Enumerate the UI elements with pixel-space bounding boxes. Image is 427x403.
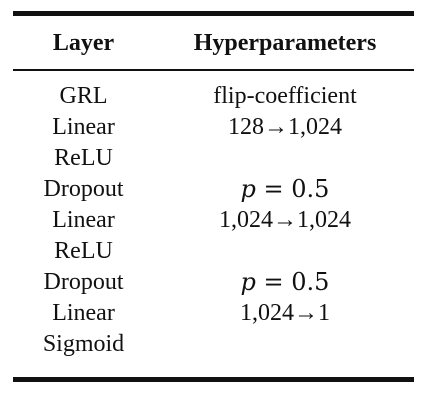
hyperparameter-cell <box>160 236 410 267</box>
layer-cell: GRL <box>59 83 108 109</box>
table-row: Dropout p = 0.5 <box>0 174 427 205</box>
layer-cell: ReLU <box>54 145 113 171</box>
hyperparameter-cell <box>160 143 410 174</box>
header-hyperparameters: Hyperparameters <box>193 30 377 56</box>
hyperparameter-cell: p = 0.5 <box>240 175 330 203</box>
hyperparameter-cell: p = 0.5 <box>240 268 330 296</box>
table-body: GRL flip-coefficient Linear 128→1,024 Re… <box>0 81 427 360</box>
header-layer: Layer <box>52 30 115 56</box>
table-row: Linear 1,024→1,024 <box>0 205 427 236</box>
bottom-rule <box>13 377 414 382</box>
layer-cell: Dropout <box>43 176 124 202</box>
top-rule <box>13 11 414 16</box>
layer-cell: Linear <box>52 207 115 233</box>
header-rule <box>13 69 414 71</box>
table-header: Layer Hyperparameters <box>0 26 427 60</box>
table-row: GRL flip-coefficient <box>0 81 427 112</box>
hyperparameter-cell: 1,024→1,024 <box>219 207 351 233</box>
layer-cell: Linear <box>52 114 115 140</box>
table-row: ReLU <box>0 143 427 174</box>
layer-cell: ReLU <box>54 238 113 264</box>
table-row: Linear 128→1,024 <box>0 112 427 143</box>
hyperparameter-cell: 1,024→1 <box>240 300 330 326</box>
layer-cell: Sigmoid <box>42 331 125 357</box>
hyperparameter-cell: 128→1,024 <box>228 114 342 140</box>
table-row: ReLU <box>0 236 427 267</box>
layer-cell: Dropout <box>43 269 124 295</box>
hyperparameter-cell <box>160 329 410 360</box>
table-row: Sigmoid <box>0 329 427 360</box>
hyperparameter-cell: flip-coefficient <box>213 83 357 109</box>
table-row: Dropout p = 0.5 <box>0 267 427 298</box>
table-row: Linear 1,024→1 <box>0 298 427 329</box>
layer-cell: Linear <box>52 300 115 326</box>
